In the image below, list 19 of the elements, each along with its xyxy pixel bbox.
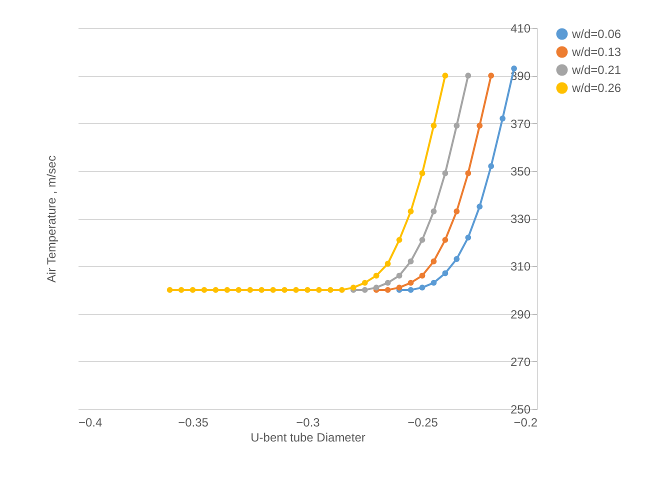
legend-label: w/d=0.26 xyxy=(571,81,622,95)
legend-label: w/d=0.13 xyxy=(571,45,622,59)
y-tick-label: 290 xyxy=(510,307,531,322)
legend-label: w/d=0.21 xyxy=(571,63,622,77)
x-tick-label: −0.4 xyxy=(78,416,103,430)
y-tick-label: 410 xyxy=(510,22,531,36)
y-tick-label: 330 xyxy=(510,212,531,226)
x-axis-title: U-bent tube Diameter xyxy=(250,430,366,444)
y-tick-label: 350 xyxy=(510,164,531,178)
legend-label: w/d=0.06 xyxy=(571,27,622,41)
y-tick-label: 370 xyxy=(510,116,531,131)
y-tick-label: 310 xyxy=(510,260,531,274)
x-tick-label: −0.2 xyxy=(514,416,538,430)
y-tick-label: 270 xyxy=(510,354,531,369)
x-tick-label: −0.35 xyxy=(178,416,209,430)
x-tick-label: −0.3 xyxy=(296,416,320,430)
x-tick-label: −0.25 xyxy=(408,416,438,430)
y-axis-title: Air Temperature , m/sec xyxy=(44,155,58,283)
y-tick-label: 250 xyxy=(510,402,531,416)
